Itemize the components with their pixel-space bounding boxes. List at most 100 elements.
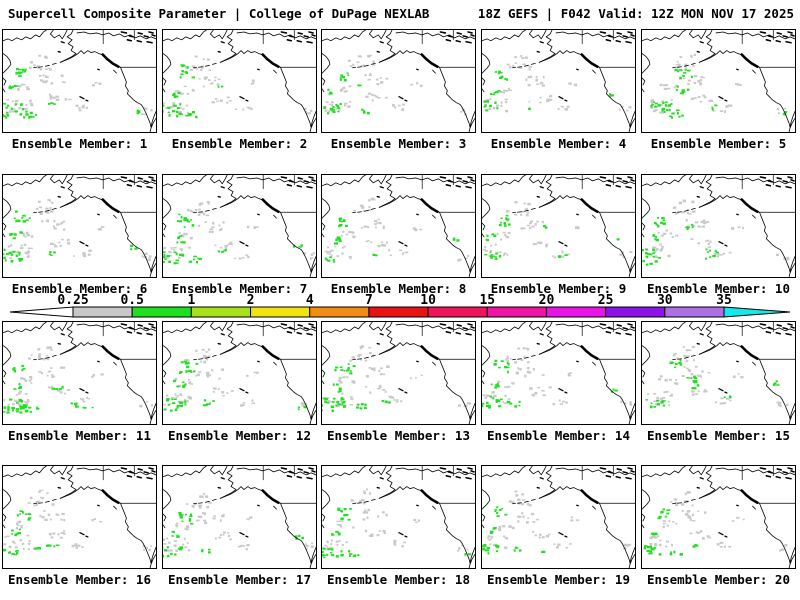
scp-gray-speckle [690,372,694,376]
scp-gray-speckle [660,247,664,250]
scp-gray-speckle [778,404,782,407]
scp-green-speckle [485,238,490,242]
colorbar-segment [664,306,725,318]
scp-gray-speckle [203,360,207,364]
scp-green-speckle [490,383,493,386]
scp-gray-speckle [45,220,49,223]
ensemble-map: Ensemble Member: 17 [162,465,317,587]
scp-gray-speckle [651,101,654,104]
scp-green-speckle [687,69,689,72]
scp-gray-speckle [205,495,209,498]
scp-green-speckle [364,403,367,407]
scp-gray-speckle [28,379,32,382]
scp-gray-speckle [377,218,380,221]
scp-green-speckle [176,534,179,537]
map-canvas [642,175,795,277]
scp-gray-speckle [674,382,678,385]
scp-gray-speckle [51,373,54,377]
scp-gray-speckle [489,249,492,252]
scp-green-speckle [347,363,350,365]
scp-gray-speckle [51,385,53,388]
scp-green-speckle [180,215,183,219]
scp-green-speckle [173,398,177,400]
scp-gray-speckle [22,234,26,237]
scp-gray-speckle [682,199,686,203]
scp-gray-speckle [180,400,183,403]
scp-green-speckle [15,550,18,553]
scp-gray-speckle [390,396,394,399]
map-frame [481,321,636,425]
scp-gray-speckle [383,373,386,376]
scp-gray-speckle [345,90,348,92]
scp-green-speckle [6,114,10,117]
scp-gray-speckle [75,546,79,549]
scp-green-speckle [28,116,31,119]
scp-gray-speckle [527,76,531,79]
scp-gray-speckle [46,374,49,377]
scp-green-speckle [14,210,18,213]
scp-gray-speckle [30,382,33,384]
scp-gray-speckle [502,525,506,528]
scp-gray-speckle [375,95,378,98]
scp-gray-speckle [382,511,385,514]
scp-gray-speckle [676,357,679,359]
scp-green-speckle [22,214,26,217]
scp-green-speckle [168,260,172,263]
scp-gray-speckle [386,365,390,368]
scp-gray-speckle [662,396,666,399]
scp-green-speckle [692,380,695,383]
scp-gray-speckle [214,76,217,79]
scp-gray-speckle [327,400,331,403]
scp-gray-speckle [655,249,658,252]
scp-gray-speckle [675,522,678,525]
scp-gray-speckle [545,534,550,538]
scp-gray-speckle [324,544,328,547]
scp-green-speckle [675,89,678,92]
scp-gray-speckle [93,518,97,521]
scp-green-speckle [22,220,27,223]
scp-gray-speckle [22,232,25,236]
scp-green-speckle [714,250,718,253]
scp-green-speckle [3,253,5,256]
scp-gray-speckle [359,55,362,58]
scp-green-speckle [337,106,340,110]
scp-gray-speckle [41,516,45,519]
member-label: Ensemble Member: 7 [171,281,308,296]
scp-gray-speckle [301,403,305,407]
scp-gray-speckle [174,393,177,396]
scp-gray-speckle [82,254,87,258]
scp-gray-speckle [338,523,342,527]
scp-green-speckle [303,405,308,409]
scp-gray-speckle [209,228,213,231]
colorbar-segment [368,306,429,318]
scp-green-speckle [660,511,664,514]
scp-gray-speckle [467,254,470,257]
scp-gray-speckle [224,245,227,249]
scp-gray-speckle [35,503,39,506]
scp-gray-speckle [468,402,472,405]
scp-gray-speckle [151,404,153,407]
scp-gray-speckle [498,529,502,532]
scp-green-speckle [171,535,174,537]
scp-green-speckle [49,251,52,254]
scp-gray-speckle [654,246,657,249]
scp-gray-speckle [252,79,255,82]
scp-green-speckle [339,77,342,79]
scp-gray-speckle [526,521,529,524]
scp-green-speckle [32,115,35,118]
scp-gray-speckle [673,86,676,89]
scp-gray-speckle [697,96,701,98]
scp-green-speckle [339,366,343,368]
scp-green-speckle [170,409,173,412]
scp-green-speckle [20,406,25,409]
scp-green-speckle [51,387,56,390]
scp-green-speckle [335,530,339,533]
scp-gray-speckle [686,355,690,357]
scp-green-speckle [645,248,648,251]
coastline [642,30,795,132]
scp-gray-speckle [33,504,36,507]
member-label: Ensemble Member: 1 [11,136,148,151]
scp-green-speckle [7,409,10,412]
scp-gray-speckle [736,517,740,519]
scp-gray-speckle [697,242,701,245]
